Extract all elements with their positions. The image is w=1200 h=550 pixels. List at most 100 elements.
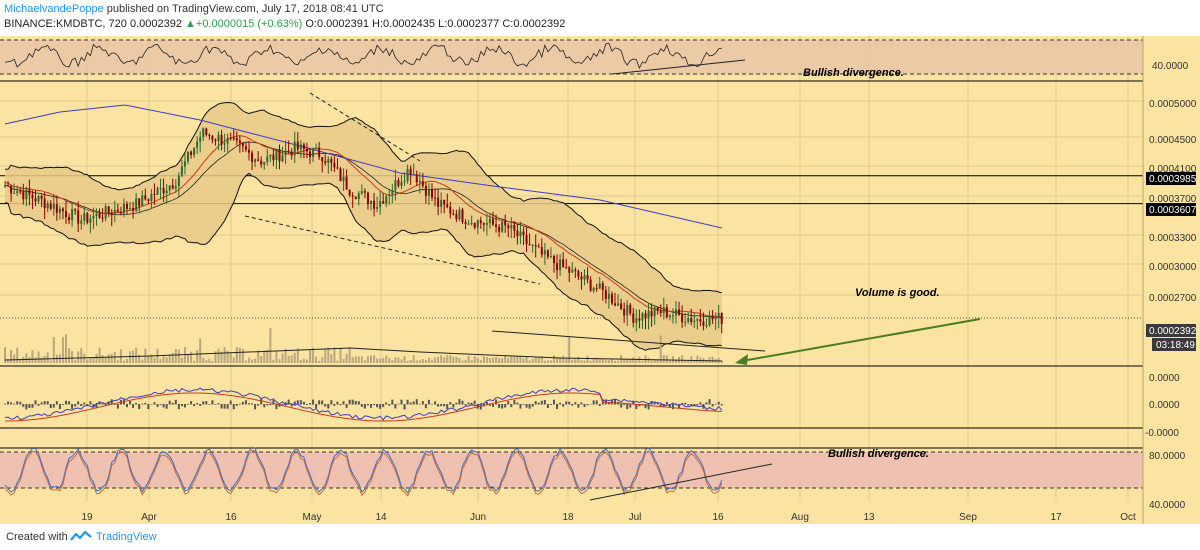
candle-body xyxy=(397,179,400,186)
volume-bar xyxy=(373,355,376,363)
candle-body xyxy=(366,192,369,205)
volume-bar xyxy=(528,360,531,363)
macd-histogram-bar xyxy=(479,404,482,410)
volume-bar xyxy=(199,338,202,363)
volume-bar xyxy=(49,360,52,363)
volume-bar xyxy=(98,347,101,363)
candle-body xyxy=(391,190,394,195)
volume-bar xyxy=(498,358,501,363)
volume-bar xyxy=(504,355,507,363)
candle-body xyxy=(144,195,147,200)
macd-histogram-bar xyxy=(46,401,49,405)
candle-body xyxy=(684,321,687,323)
macd-histogram-bar xyxy=(522,404,525,405)
volume-bar xyxy=(165,357,168,363)
volume-bar xyxy=(671,356,674,363)
volume-bar xyxy=(601,359,604,363)
volume-bar xyxy=(324,349,327,363)
candle-body xyxy=(183,161,186,167)
macd-histogram-bar xyxy=(467,402,470,405)
macd-histogram-bar xyxy=(147,404,150,409)
candle-body xyxy=(437,197,440,207)
volume-bar xyxy=(327,347,330,363)
candle-body xyxy=(580,276,583,280)
candle-body xyxy=(382,200,385,204)
candle-body xyxy=(589,279,592,291)
macd-histogram-bar xyxy=(424,404,427,409)
author-link[interactable]: MichaelvandePoppe xyxy=(4,3,104,15)
macd-histogram-bar xyxy=(129,401,132,405)
volume-bar xyxy=(104,357,107,363)
candle-body xyxy=(269,154,272,157)
candle-body xyxy=(641,313,644,321)
volume-bar xyxy=(302,358,305,363)
volume-bar xyxy=(437,356,440,363)
macd-histogram-bar xyxy=(537,402,540,405)
macd-histogram-bar xyxy=(360,404,363,407)
macd-histogram-bar xyxy=(10,402,13,405)
volume-bar xyxy=(568,336,571,363)
volume-bar xyxy=(488,358,491,363)
candle-body xyxy=(601,283,604,290)
last-price: 0.0002392 xyxy=(129,18,182,30)
volume-bar xyxy=(534,356,537,363)
volume-bar xyxy=(71,351,74,363)
volume-bar xyxy=(592,359,595,363)
rsi-band xyxy=(0,40,1143,74)
macd-histogram-bar xyxy=(357,401,360,405)
macd-histogram-bar xyxy=(217,403,220,405)
macd-histogram-bar xyxy=(180,404,183,407)
time-axis: 19 Apr 16 May 14 Jun 18 Jul 16 Aug 13 Se… xyxy=(81,512,1136,523)
volume-bar xyxy=(220,351,223,363)
candle-body xyxy=(461,209,464,223)
macd-histogram-bar xyxy=(174,399,177,405)
macd-histogram-bar xyxy=(55,401,58,405)
volume-bar xyxy=(546,360,549,363)
volume-bar xyxy=(604,359,607,363)
candle-body xyxy=(501,221,504,232)
candle-body xyxy=(135,198,138,211)
macd-histogram-bar xyxy=(248,403,250,405)
candle-body xyxy=(278,149,281,162)
volume-bar xyxy=(238,347,241,363)
macd-tick-0: 0.0000 xyxy=(1149,373,1180,384)
macd-histogram-bar xyxy=(495,399,498,405)
candle-body xyxy=(22,191,25,200)
candle-body xyxy=(248,149,250,153)
candle-body xyxy=(699,319,702,322)
macd-histogram-bar xyxy=(473,400,476,405)
candle-body xyxy=(528,244,531,246)
volume-bar xyxy=(553,355,555,363)
tradingview-link[interactable]: TradingView xyxy=(96,531,157,543)
macd-histogram-bar xyxy=(644,404,647,409)
candle-body xyxy=(83,212,86,221)
macd-histogram-bar xyxy=(415,399,418,405)
countdown-tag xyxy=(1152,338,1196,351)
candle-body xyxy=(354,196,357,200)
candle-body xyxy=(357,193,360,200)
macd-histogram-bar xyxy=(95,404,98,409)
candle-body xyxy=(409,168,412,175)
volume-bar xyxy=(403,355,406,363)
tradingview-logo-icon[interactable] xyxy=(70,530,92,544)
macd-histogram-bar xyxy=(589,403,592,405)
time-tick-5: Jun xyxy=(470,512,486,523)
candle-body xyxy=(49,203,52,209)
candle-body xyxy=(254,159,257,162)
macd-histogram-bar xyxy=(598,404,601,407)
volume-bar xyxy=(360,356,363,363)
candle-body xyxy=(385,196,388,204)
symbol-line: BINANCE:KMDBTC, 720 0.0002392 ▲+0.000001… xyxy=(4,18,565,30)
candle-body xyxy=(275,149,278,161)
candle-body xyxy=(632,313,635,323)
candle-body xyxy=(101,217,104,219)
candle-body xyxy=(687,318,690,322)
candle-body xyxy=(116,209,119,212)
macd-histogram-bar xyxy=(177,404,180,410)
candle-body xyxy=(229,137,232,139)
candle-body xyxy=(299,144,302,150)
macd-histogram-bar xyxy=(501,404,504,409)
macd-histogram-bar xyxy=(586,404,589,406)
candle-body xyxy=(95,213,98,216)
chart-canvas[interactable]: 40.0000 0.0005000 0.0004500 0.0004100 0.… xyxy=(0,36,1200,524)
